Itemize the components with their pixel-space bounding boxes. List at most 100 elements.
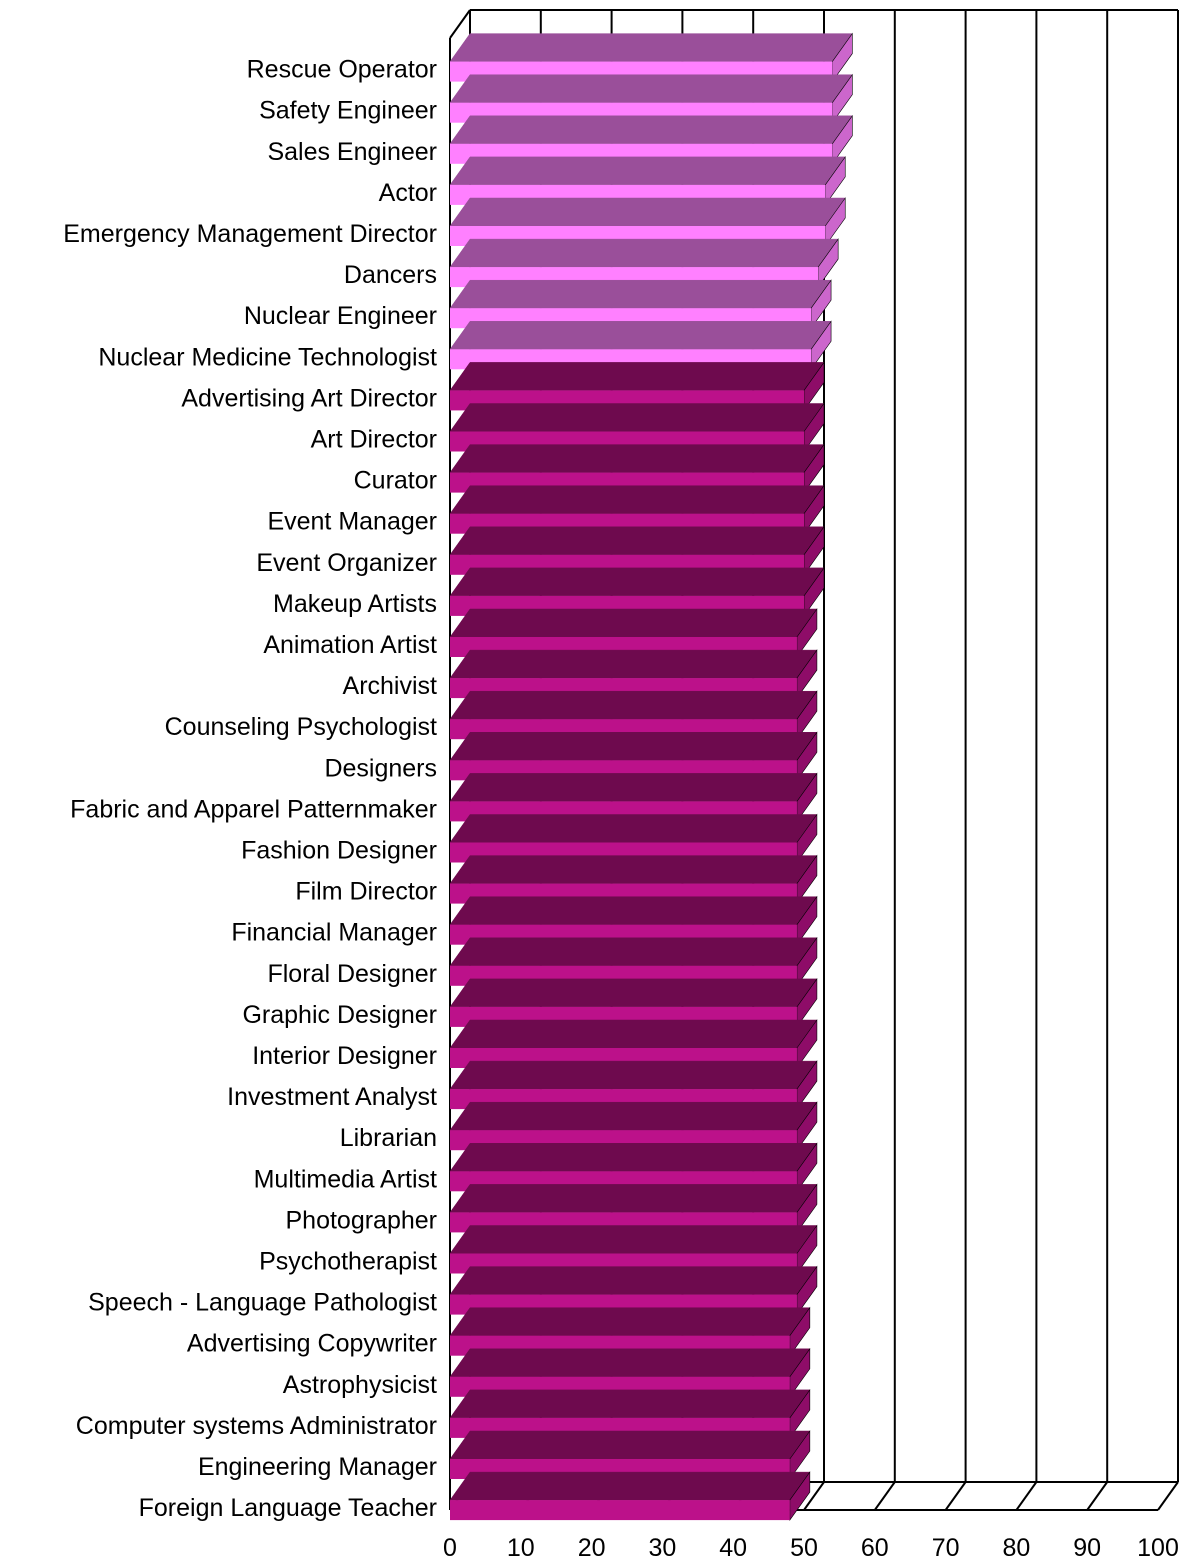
bar-30 <box>449 1224 818 1275</box>
category-labels: Rescue Operator Safety Engineer Sales Engi… <box>63 56 437 1522</box>
x-tick-label-30: 30 <box>648 1534 676 1560</box>
category-label-9: Advertising Art Director <box>181 384 437 412</box>
category-label-20: Fashion Designer <box>241 837 437 865</box>
bar-top-17 <box>449 690 818 720</box>
category-label-29: Photographer <box>285 1206 437 1234</box>
bar-8 <box>449 320 832 371</box>
category-label-17: Counseling Psychologist <box>165 713 437 741</box>
category-label-19: Fabric and Apparel Patternmaker <box>70 795 437 823</box>
category-label-5: Emergency Management Director <box>63 220 437 248</box>
bar-7 <box>449 279 832 330</box>
x-tick-label-20: 20 <box>578 1534 606 1560</box>
category-label-4: Actor <box>379 179 437 207</box>
bar-24 <box>449 977 818 1028</box>
x-tick-label-100: 100 <box>1137 1534 1179 1560</box>
bar-18 <box>449 731 818 782</box>
category-label-27: Librarian <box>340 1124 437 1152</box>
bar-36 <box>449 1471 811 1522</box>
bar-top-4 <box>449 156 846 186</box>
category-label-26: Investment Analyst <box>227 1083 437 1111</box>
category-label-34: Computer systems Administrator <box>76 1412 437 1440</box>
bar-25 <box>449 1019 818 1069</box>
bar-35 <box>449 1430 811 1480</box>
category-label-25: Interior Designer <box>252 1042 437 1070</box>
bar-22 <box>449 895 818 946</box>
bar-top-19 <box>449 773 818 802</box>
category-label-7: Nuclear Engineer <box>244 302 437 330</box>
bar-19 <box>449 772 818 823</box>
bar-12 <box>449 484 825 535</box>
bar-top-23 <box>449 937 818 967</box>
bar-27 <box>449 1101 818 1152</box>
bar-15 <box>449 608 818 658</box>
bar-top-32 <box>449 1307 811 1336</box>
x-tick-label-70: 70 <box>932 1534 960 1560</box>
category-label-21: Film Director <box>295 878 437 906</box>
bar-top-7 <box>449 279 832 309</box>
bar-14 <box>449 566 825 617</box>
floor-gridline-80 <box>1015 1481 1038 1511</box>
bar-top-29 <box>449 1184 818 1213</box>
x-tick-label-80: 80 <box>1002 1534 1030 1560</box>
floor-gridline-90 <box>1086 1481 1109 1511</box>
bar-top-28 <box>449 1143 818 1172</box>
bar-31 <box>449 1265 818 1316</box>
bar-series <box>449 32 853 1522</box>
bar-17 <box>449 690 818 741</box>
bar-top-5 <box>449 197 846 227</box>
bar-2 <box>449 73 853 124</box>
bar-32 <box>449 1306 811 1357</box>
x-tick-label-60: 60 <box>861 1534 889 1560</box>
bar-9 <box>449 361 825 412</box>
category-label-1: Rescue Operator <box>247 56 437 84</box>
bar-top-2 <box>449 74 853 103</box>
bar-34 <box>449 1388 811 1439</box>
bar-21 <box>449 854 818 905</box>
bar-13 <box>449 525 825 576</box>
floor-gridline-50 <box>803 1481 825 1511</box>
bar-29 <box>449 1183 818 1234</box>
category-label-22: Financial Manager <box>231 919 437 947</box>
category-label-23: Floral Designer <box>267 960 437 988</box>
category-label-31: Speech - Language Pathologist <box>88 1289 437 1317</box>
bar-top-20 <box>449 814 818 843</box>
category-label-18: Designers <box>324 754 437 782</box>
side-wall-top <box>449 9 471 39</box>
bar-front-36 <box>450 1500 790 1521</box>
category-label-11: Curator <box>354 467 437 495</box>
bar-6 <box>449 238 839 289</box>
bar-top-26 <box>449 1060 818 1090</box>
bar-top-16 <box>449 649 818 679</box>
bar-top-33 <box>449 1348 811 1378</box>
category-label-6: Dancers <box>344 261 437 289</box>
bar-top-15 <box>449 608 818 638</box>
category-label-33: Astrophysicist <box>283 1371 437 1399</box>
bar-top-14 <box>449 567 825 597</box>
x-axis-ticks: 0 10 20 30 40 50 60 70 80 90 100 <box>443 1534 1179 1560</box>
category-label-13: Event Organizer <box>256 549 437 577</box>
category-label-14: Makeup Artists <box>273 590 437 618</box>
category-label-2: Safety Engineer <box>259 97 437 125</box>
category-label-24: Graphic Designer <box>242 1001 437 1029</box>
category-label-30: Psychotherapist <box>259 1248 437 1276</box>
bar-4 <box>449 155 846 206</box>
bar-33 <box>449 1347 811 1398</box>
floor-gridline-100 <box>1157 1481 1179 1511</box>
bar-1 <box>449 32 853 83</box>
bar-top-1 <box>449 33 853 62</box>
bar-side-36 <box>789 1471 811 1522</box>
bar-10 <box>449 402 825 453</box>
bar-top-8 <box>449 321 832 350</box>
bar-top-36 <box>449 1471 811 1501</box>
floor-gridline-70 <box>944 1481 967 1511</box>
x-tick-label-0: 0 <box>443 1534 457 1560</box>
bar-top-21 <box>449 855 818 884</box>
bar-top-22 <box>449 896 818 925</box>
category-label-8: Nuclear Medicine Technologist <box>98 343 437 371</box>
bar-top-34 <box>449 1389 811 1419</box>
bar-5 <box>449 197 846 247</box>
bar-top-12 <box>449 485 825 514</box>
bar-top-24 <box>449 978 818 1008</box>
category-label-3: Sales Engineer <box>267 138 437 166</box>
category-label-35: Engineering Manager <box>198 1453 437 1481</box>
